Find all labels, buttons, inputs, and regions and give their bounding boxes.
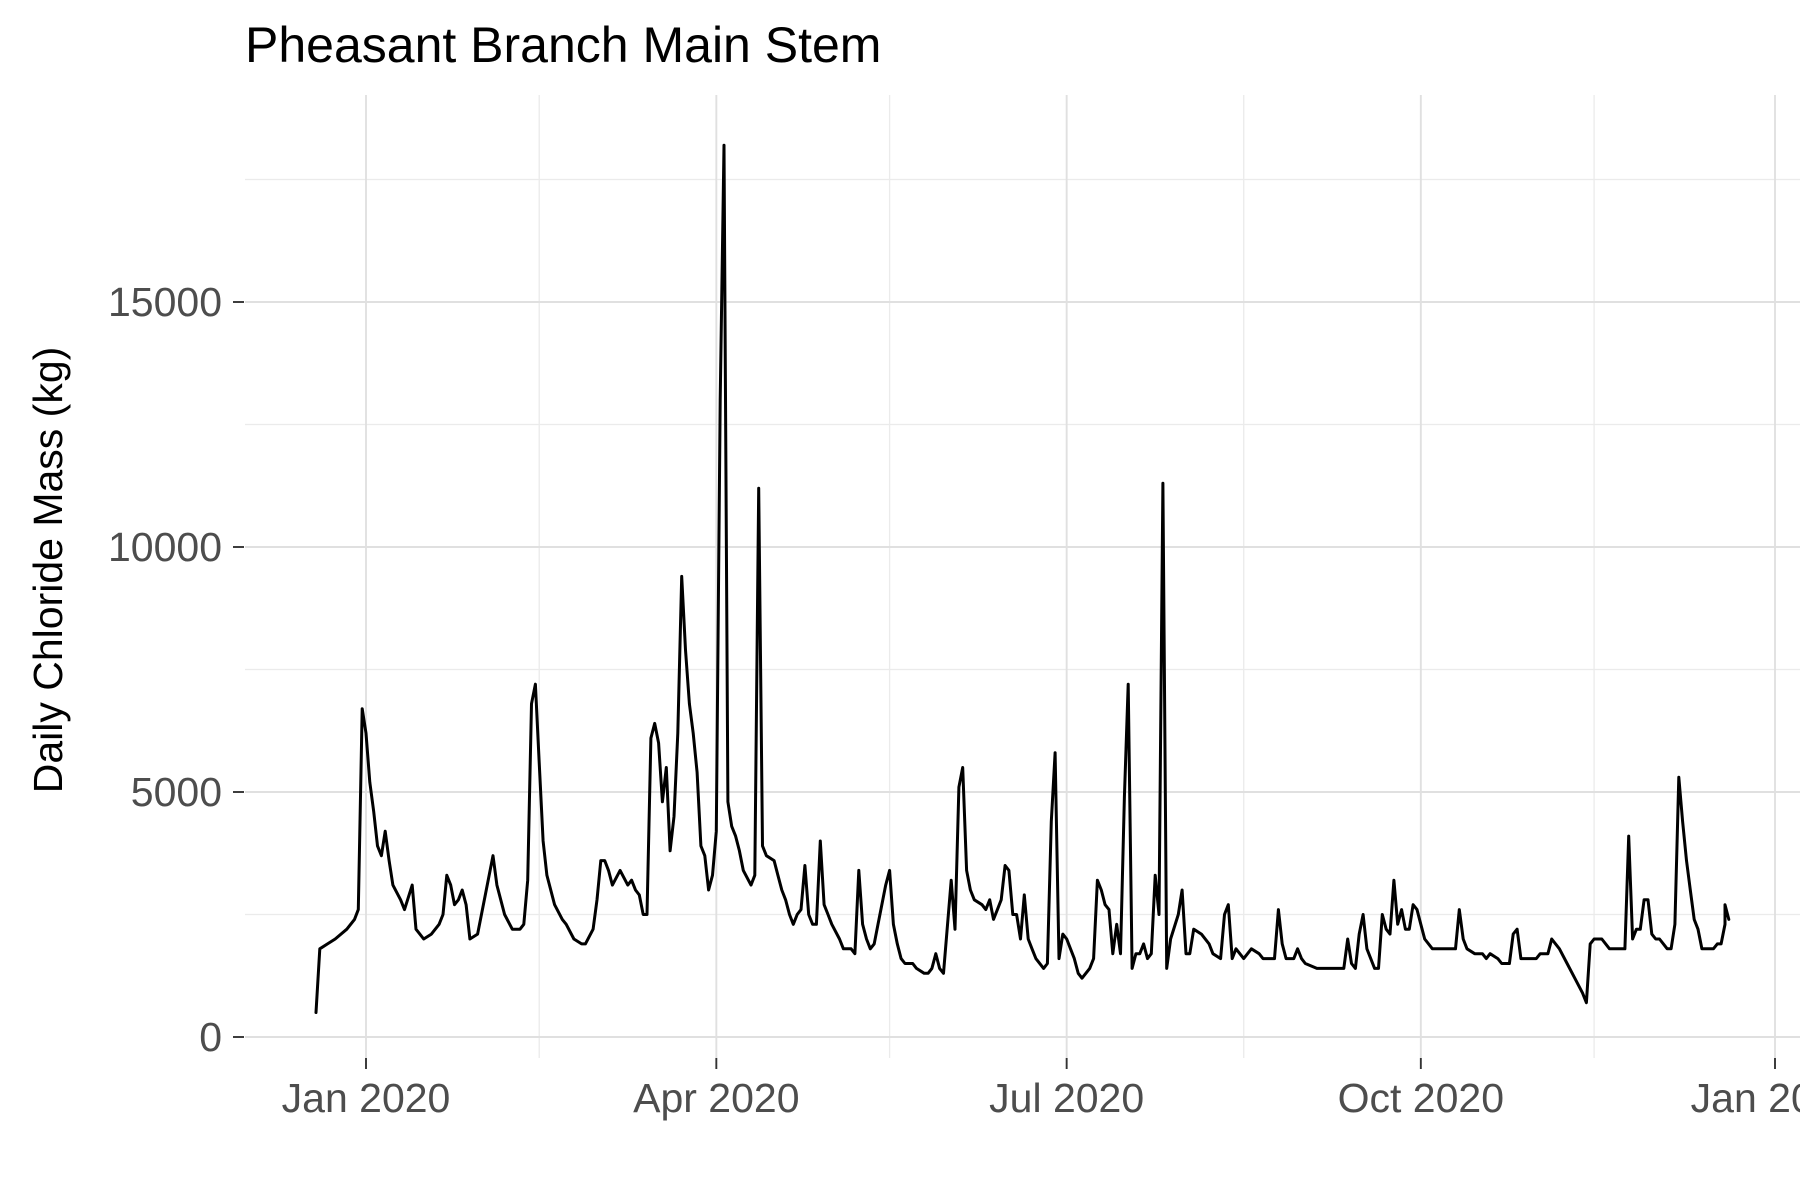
minor-x-gridlines	[538, 95, 1595, 1058]
series-group	[314, 143, 1731, 1014]
x-tick-label: Jan 2020	[282, 1075, 451, 1121]
major-y-gridlines	[245, 301, 1800, 1038]
y-tick-label: 10000	[108, 524, 222, 570]
y-axis: 0 5000 10000 15000	[108, 279, 244, 1060]
y-tick-label: 15000	[108, 279, 222, 325]
x-tick-label: Oct 2020	[1338, 1075, 1504, 1121]
series-line	[314, 143, 1731, 1014]
x-tick-label: Jul 2020	[989, 1075, 1144, 1121]
x-axis: Jan 2020 Apr 2020 Jul 2020 Oct 2020 Jan 2021	[282, 1058, 1800, 1121]
x-tick-label: Apr 2020	[633, 1075, 799, 1121]
chart-title: Pheasant Branch Main Stem	[245, 17, 881, 73]
y-tick-label: 0	[199, 1014, 222, 1060]
x-tick-label: Jan 2021	[1691, 1075, 1800, 1121]
y-axis-label: Daily Chloride Mass (kg)	[25, 347, 71, 794]
major-x-gridlines	[365, 95, 1776, 1058]
y-tick-label: 5000	[131, 769, 222, 815]
